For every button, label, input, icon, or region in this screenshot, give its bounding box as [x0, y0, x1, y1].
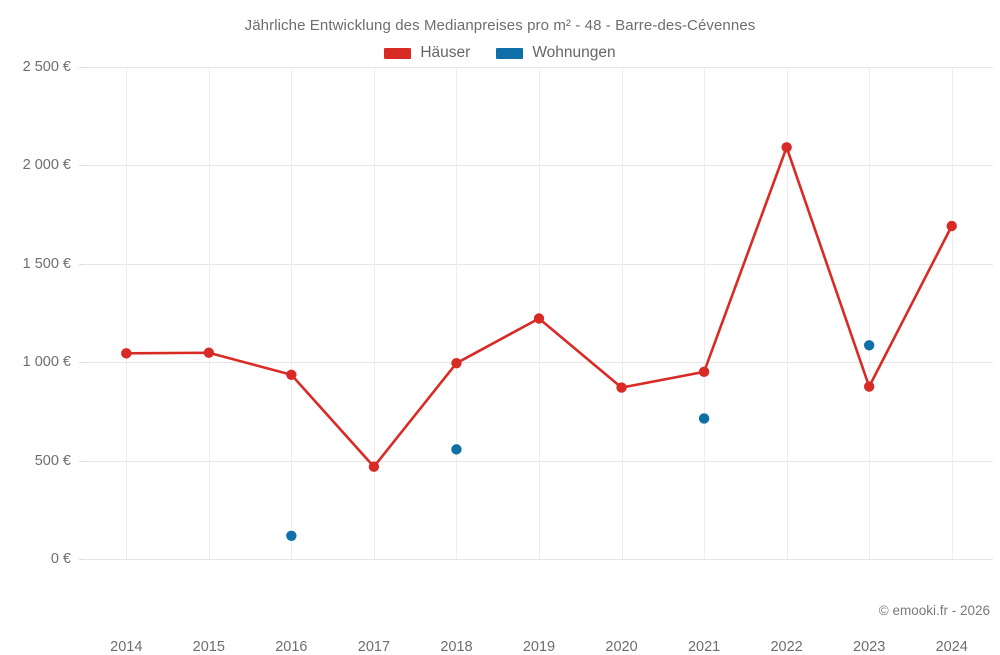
chart-container: Jährliche Entwicklung des Medianpreises … — [0, 17, 1000, 655]
footer-credit: © emooki.fr - 2026 — [878, 603, 990, 618]
x-axis-tick-label: 2021 — [687, 639, 721, 655]
gridline-vertical — [869, 67, 871, 559]
gridline-vertical — [704, 67, 706, 559]
gridline-vertical — [951, 67, 953, 559]
y-axis-tick-label: 2 500 € — [22, 59, 71, 75]
legend-label-hauser: Häuser — [420, 44, 471, 61]
y-axis-tick-label: 2 000 € — [22, 157, 71, 174]
x-axis-tick-label: 2016 — [275, 639, 308, 655]
gridline-vertical — [291, 67, 293, 559]
gridline-vertical — [208, 67, 210, 559]
y-axis-tick-mark — [79, 460, 85, 462]
y-axis-tick-label: 1 500 € — [22, 255, 71, 272]
legend-item-hauser[interactable]: Häuser — [384, 44, 470, 62]
x-axis-tick-label: 2014 — [110, 639, 143, 655]
x-axis-tick-label: 2024 — [935, 639, 968, 655]
x-axis-tick-label: 2022 — [770, 639, 803, 655]
y-axis-tick-mark — [79, 362, 85, 364]
x-axis-tick-label: 2019 — [522, 639, 556, 655]
x-axis-tick-label: 2018 — [440, 639, 473, 655]
plot-area: 0 € 500 € 1 000 € 1 500 € 2 000 € 2 500 € 201… — [23, 59, 993, 655]
x-axis-tick-label: 2017 — [357, 639, 391, 655]
y-axis-tick-mark — [79, 67, 85, 68]
legend-swatch-hauser — [384, 47, 412, 59]
gridline-vertical — [539, 67, 540, 559]
gridline-vertical — [456, 67, 458, 559]
y-axis-tick-label: 1 000 € — [22, 354, 71, 371]
x-axis-tick-label: 2015 — [192, 639, 225, 655]
gridline-vertical — [786, 67, 788, 559]
gridline-horizontal — [85, 559, 993, 560]
y-axis-tick-mark — [79, 559, 85, 560]
legend-label-wohnungen: Wohnungen — [532, 44, 616, 61]
y-axis-tick-label: 0 € — [50, 551, 71, 567]
chart-title: Jährliche Entwicklung des Medianpreises … — [244, 17, 756, 34]
y-axis-tick-label: 500 € — [34, 452, 71, 469]
x-axis-tick-label: 2020 — [605, 639, 638, 655]
chart-legend: Häuser Wohnungen — [0, 44, 1000, 62]
x-axis-tick-label: 2023 — [853, 639, 886, 655]
gridline-vertical — [126, 67, 128, 559]
legend-item-wohnungen[interactable]: Wohnungen — [496, 44, 616, 62]
y-axis-tick-mark — [79, 263, 85, 265]
y-axis-tick-mark — [79, 165, 85, 167]
gridline-vertical — [373, 67, 375, 559]
gridline-vertical — [621, 67, 623, 559]
legend-swatch-wohnungen — [496, 47, 524, 59]
